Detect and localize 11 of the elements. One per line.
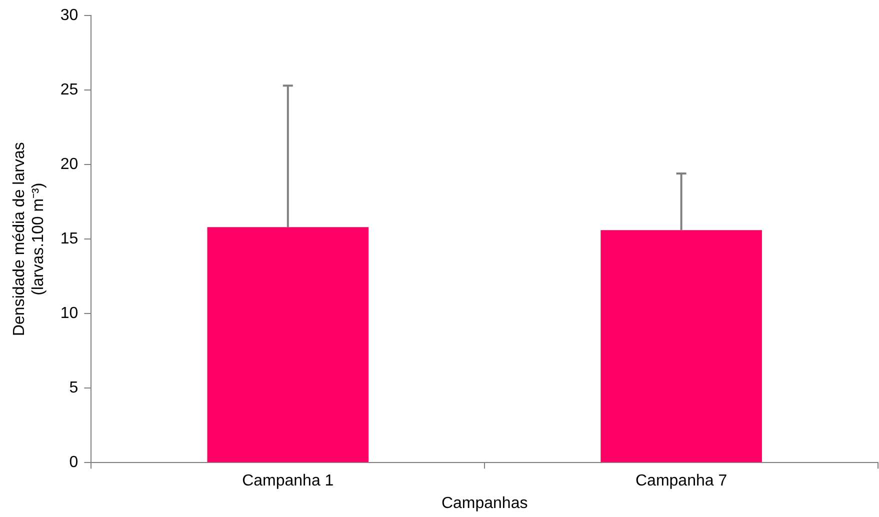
x-tick-label: Campanha 1 — [242, 472, 334, 490]
x-tick-label: Campanha 7 — [635, 472, 728, 490]
x-axis-title: Campanhas — [441, 494, 528, 512]
y-tick-label: 5 — [69, 380, 78, 397]
y-axis-title: Densidade média de larvas (larvas.100 m⁻³) — [11, 142, 48, 336]
y-tick-label: 25 — [60, 82, 78, 99]
y-tick-label: 20 — [60, 156, 78, 174]
y-tick-label: 10 — [60, 305, 78, 322]
y-tick-label: 15 — [60, 230, 78, 248]
y-tick-label: 0 — [69, 454, 78, 472]
y-tick-label: 30 — [60, 7, 78, 24]
